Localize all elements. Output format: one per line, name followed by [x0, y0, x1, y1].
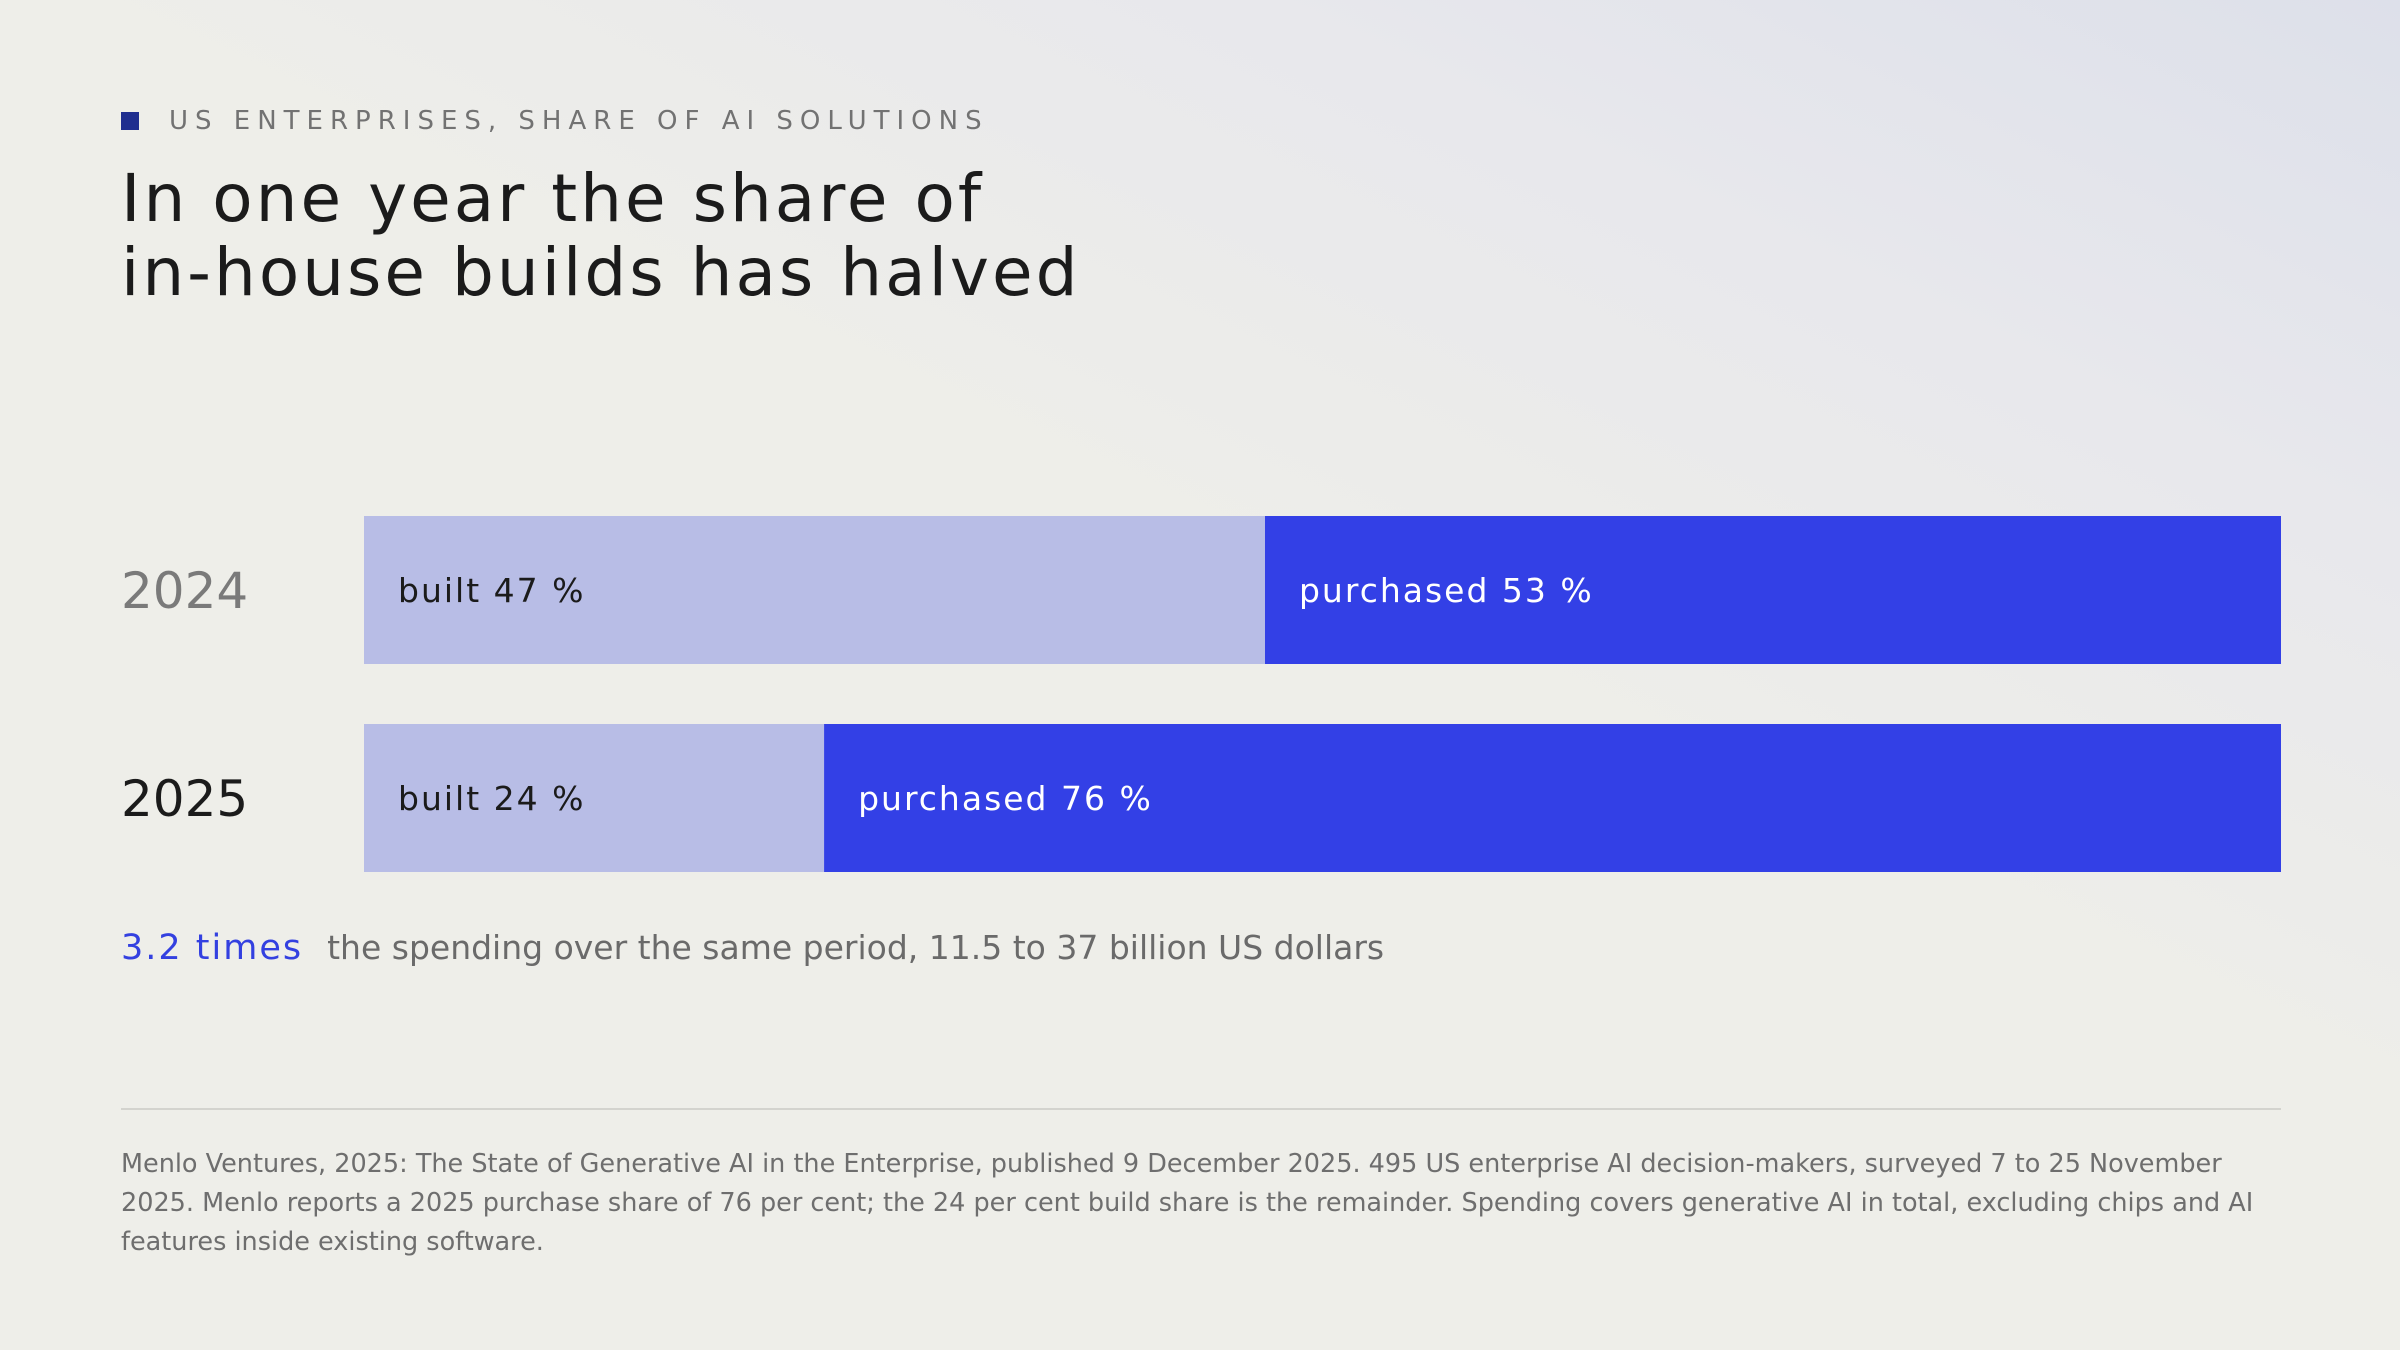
chart-kicker: US ENTERPRISES, SHARE OF AI SOLUTIONS	[121, 106, 989, 136]
category-label-2025: 2025	[121, 770, 248, 828]
callout-highlight: 3.2 times	[121, 928, 304, 968]
chart-title: In one year the share of in-house builds…	[121, 162, 1521, 310]
data-label-purchased-2025: purchased 76 %	[858, 779, 1153, 818]
bar-built-2024	[364, 516, 1265, 664]
callout-text: the spending over the same period, 11.5 …	[327, 928, 1385, 967]
category-label-2024: 2024	[121, 562, 248, 620]
stacked-bar-chart: 2024 built 47 % purchased 53 % 2025 built 24…	[121, 516, 2281, 872]
bar-purchased-2024	[1264, 516, 2281, 664]
bar-built-2025	[364, 724, 825, 872]
divider	[121, 1108, 2281, 1110]
spending-callout: 3.2 times the spending over the same per…	[121, 928, 1384, 968]
kicker-text: US ENTERPRISES, SHARE OF AI SOLUTIONS	[169, 106, 989, 136]
data-label-built-2024: built 47 %	[398, 571, 585, 610]
source-note: Menlo Ventures, 2025: The State of Gener…	[121, 1149, 2254, 1257]
title-line-2: in-house builds has halved	[121, 234, 1081, 311]
title-line-1: In one year the share of	[121, 160, 985, 237]
data-label-built-2025: built 24 %	[398, 779, 585, 818]
bar-purchased-2025	[824, 724, 2281, 872]
data-label-purchased-2024: purchased 53 %	[1299, 571, 1594, 610]
kicker-square-icon	[121, 112, 139, 130]
